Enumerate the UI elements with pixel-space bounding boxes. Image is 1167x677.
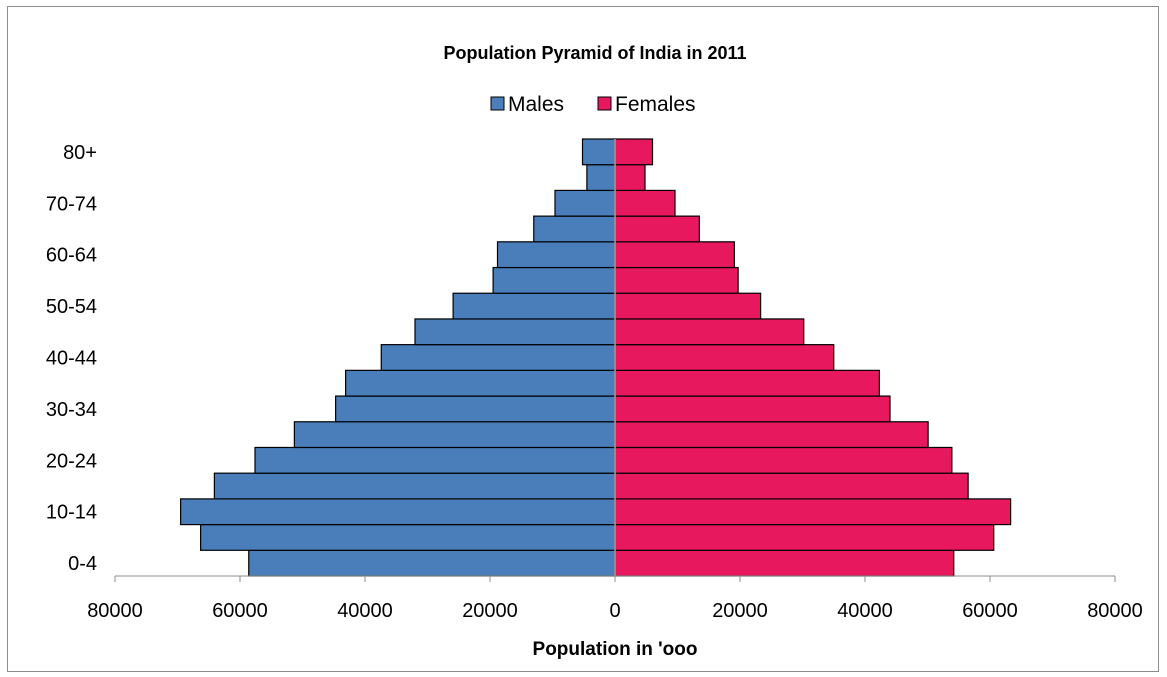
y-tick-label: 60-64 <box>46 245 97 267</box>
bar-females-10-14 <box>614 498 1012 526</box>
bar-females-70-74 <box>614 189 676 217</box>
y-tick-label: 20-24 <box>46 450 97 472</box>
y-tick-label: 50-54 <box>46 296 97 318</box>
x-tick-label: 20000 <box>712 600 768 622</box>
y-tick-label: 30-34 <box>46 399 97 421</box>
x-tick-label: 80000 <box>87 600 143 622</box>
bar-females-0-4 <box>614 549 955 577</box>
bar-males-5-9 <box>200 523 616 551</box>
bar-males-10-14 <box>180 498 616 526</box>
bar-females-65-69 <box>614 215 700 243</box>
bar-females-15-19 <box>614 472 969 500</box>
bar-females-60-64 <box>614 241 735 269</box>
x-tick-label: 60000 <box>212 600 268 622</box>
y-tick-label: 70-74 <box>46 193 97 215</box>
x-tick-label: 0 <box>609 600 620 622</box>
bar-females-35-39 <box>614 369 880 397</box>
bar-females-45-49 <box>614 318 805 346</box>
bar-males-25-29 <box>293 421 616 449</box>
bar-females-75-79 <box>614 164 646 192</box>
y-tick-label: 0-4 <box>68 553 97 575</box>
bar-females-50-54 <box>614 292 762 320</box>
bar-males-50-54 <box>452 292 616 320</box>
bar-males-20-24 <box>254 446 616 474</box>
y-tick-label: 10-14 <box>46 502 97 524</box>
bar-males-60-64 <box>496 241 616 269</box>
bar-males-75-79 <box>586 164 616 192</box>
bar-males-65-69 <box>533 215 616 243</box>
legend-swatch-males <box>490 96 505 111</box>
y-tick-label: 40-44 <box>46 348 97 370</box>
bar-males-70-74 <box>554 189 616 217</box>
x-tick-label: 60000 <box>962 600 1018 622</box>
x-axis: 80000 60000 40000 20000 0 20000 40000 60000 8000… <box>87 576 1143 622</box>
x-tick-label: 40000 <box>837 600 893 622</box>
bar-females-25-29 <box>614 421 929 449</box>
x-tick-label: 80000 <box>1087 600 1143 622</box>
y-axis: 0-4 10-14 20-24 30-34 40-44 50-54 60-64 70-74 80… <box>46 142 97 575</box>
bar-males-80+ <box>581 138 616 166</box>
bar-males-45-49 <box>414 318 616 346</box>
chart-frame: Population Pyramid of India in 2011 Male… <box>7 6 1159 672</box>
population-pyramid-chart: Population Pyramid of India in 2011 Male… <box>46 43 1143 660</box>
bar-females-5-9 <box>614 523 995 551</box>
y-tick-label: 80+ <box>63 142 97 164</box>
bar-males-15-19 <box>213 472 616 500</box>
bar-males-30-34 <box>335 395 616 423</box>
chart-title: Population Pyramid of India in 2011 <box>443 43 746 63</box>
bar-males-35-39 <box>345 369 616 397</box>
bar-females-40-44 <box>614 344 835 371</box>
bar-females-80+ <box>614 138 654 166</box>
bar-females-30-34 <box>614 395 891 423</box>
legend-label-females: Females <box>615 93 696 116</box>
x-tick-label: 20000 <box>462 600 518 622</box>
x-axis-title: Population in 'ooo <box>533 639 698 660</box>
legend: Males Females <box>490 93 696 116</box>
x-tick-label: 40000 <box>337 600 393 622</box>
bars <box>180 138 1012 577</box>
bar-males-40-44 <box>380 344 616 371</box>
bar-females-20-24 <box>614 446 953 474</box>
bar-males-0-4 <box>248 549 616 577</box>
legend-label-males: Males <box>508 93 564 116</box>
bar-females-55-59 <box>614 266 739 294</box>
bar-males-55-59 <box>492 266 616 294</box>
legend-swatch-females <box>597 96 612 111</box>
